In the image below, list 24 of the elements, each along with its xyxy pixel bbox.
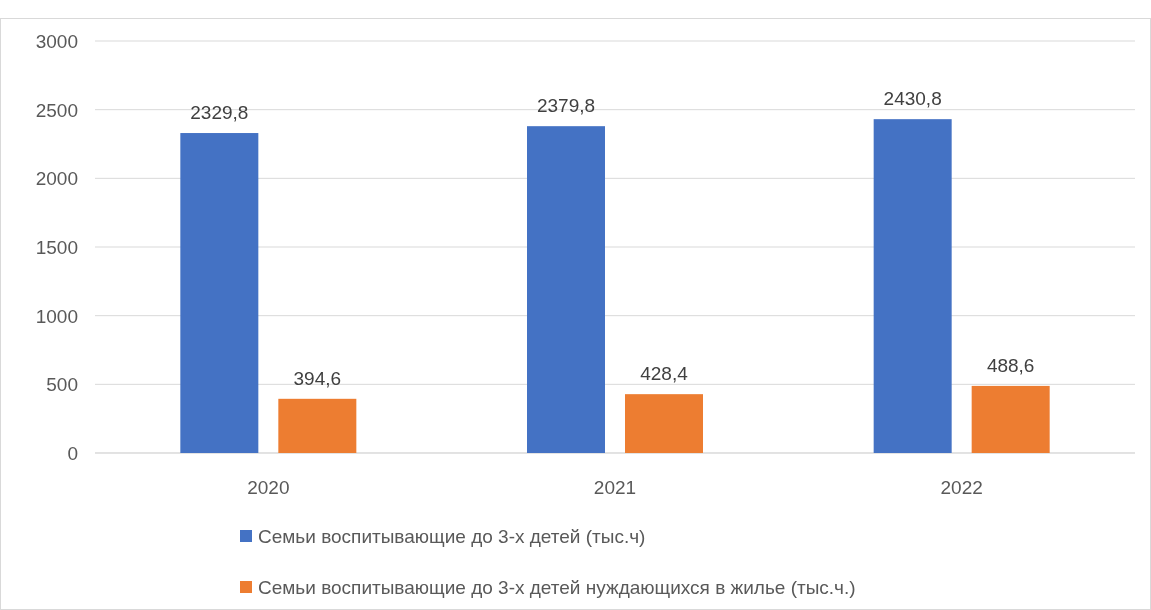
bar (527, 126, 605, 453)
bar (971, 385, 1050, 453)
x-tick-label: 2021 (593, 477, 637, 498)
y-tick-label: 2000 (35, 168, 78, 190)
y-tick-label: 1500 (35, 237, 78, 258)
y-tick-label: 3000 (35, 31, 78, 52)
y-tick-label: 1000 (35, 305, 78, 327)
text: 428,4 (640, 363, 688, 385)
y-tick-label: 500 (46, 374, 78, 396)
x-tick-label: 2022 (940, 477, 983, 498)
bar (180, 133, 259, 453)
legend-label: Семьи воспитывающие до 3-х детей нуждающихся в жилье (тыс.ч.) (258, 577, 856, 598)
y-tick-label: 0 (67, 443, 78, 464)
bar (873, 119, 952, 453)
bar (278, 398, 357, 453)
text: 2430,8 (883, 88, 942, 110)
bar (625, 394, 703, 453)
text: 2379,8 (536, 95, 596, 117)
x-tick-label: 2020 (247, 477, 290, 498)
text: 2329,8 (190, 102, 249, 124)
y-tick-label: 2500 (35, 99, 78, 121)
text: 488,6 (986, 354, 1035, 376)
text: 394,6 (293, 367, 342, 389)
legend-label: Семьи воспитывающие до 3-х детей (тыс.ч) (258, 526, 646, 547)
